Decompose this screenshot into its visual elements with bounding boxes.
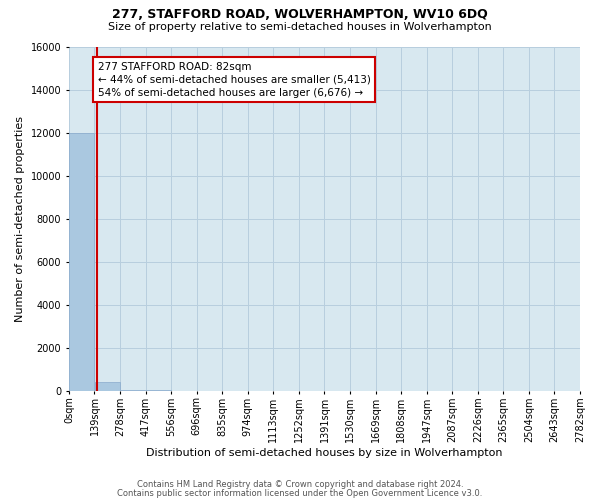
- Y-axis label: Number of semi-detached properties: Number of semi-detached properties: [15, 116, 25, 322]
- Text: Contains HM Land Registry data © Crown copyright and database right 2024.: Contains HM Land Registry data © Crown c…: [137, 480, 463, 489]
- Text: 277 STAFFORD ROAD: 82sqm
← 44% of semi-detached houses are smaller (5,413)
54% o: 277 STAFFORD ROAD: 82sqm ← 44% of semi-d…: [98, 62, 370, 98]
- Bar: [121, 390, 145, 391]
- Bar: [69, 132, 94, 391]
- X-axis label: Distribution of semi-detached houses by size in Wolverhampton: Distribution of semi-detached houses by …: [146, 448, 503, 458]
- Text: Contains public sector information licensed under the Open Government Licence v3: Contains public sector information licen…: [118, 489, 482, 498]
- Bar: [95, 382, 120, 391]
- Text: Size of property relative to semi-detached houses in Wolverhampton: Size of property relative to semi-detach…: [108, 22, 492, 32]
- Text: 277, STAFFORD ROAD, WOLVERHAMPTON, WV10 6DQ: 277, STAFFORD ROAD, WOLVERHAMPTON, WV10 …: [112, 8, 488, 20]
